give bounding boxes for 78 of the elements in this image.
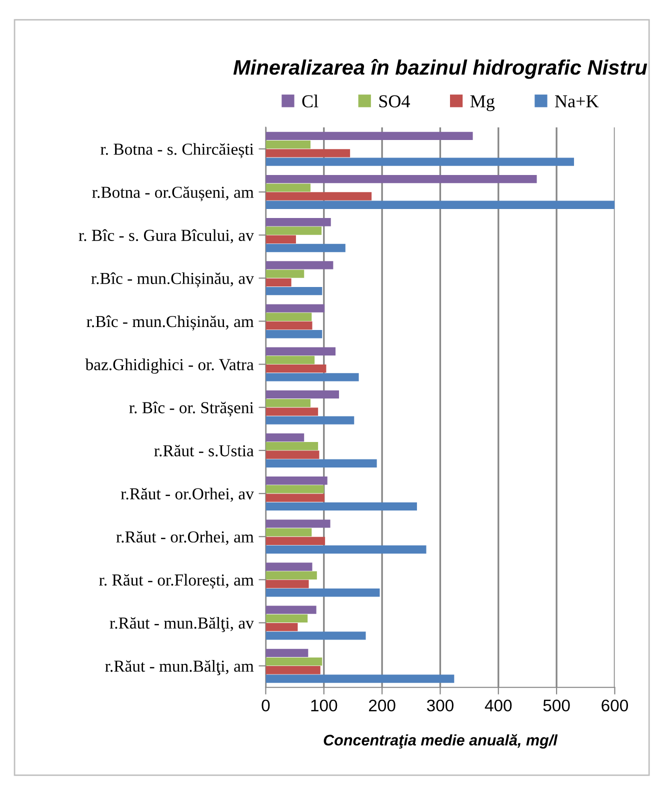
y-tick-label: r. Bîc - s. Gura Bîcului, av <box>78 229 254 244</box>
y-tick-label: r. Botna - s. Chircăiești <box>100 143 254 158</box>
bar <box>266 520 330 528</box>
bar <box>266 140 311 149</box>
legend-label: Na+K <box>555 95 599 108</box>
bar <box>266 373 359 382</box>
bar <box>266 622 298 632</box>
legend-label: Cl <box>302 94 318 108</box>
y-tick-label: r.Răut - or.Orhei, av <box>120 488 254 502</box>
bar <box>266 450 320 459</box>
bar <box>266 364 326 373</box>
bar <box>266 545 426 554</box>
x-tick-label: 200 <box>368 700 396 712</box>
bar <box>266 304 324 312</box>
bar <box>266 286 322 296</box>
bar <box>266 416 354 424</box>
bar <box>266 235 296 244</box>
bar <box>266 321 312 330</box>
bar <box>266 312 312 321</box>
legend-label: Mg <box>470 95 495 112</box>
y-tick-label: r.Răut - mun.Bălţi, av <box>110 616 254 632</box>
bar <box>266 580 309 588</box>
y-tick-label: r.Răut - or.Orhei, am <box>116 530 254 545</box>
bar <box>266 606 316 614</box>
bar <box>266 218 331 226</box>
y-tick-label: r.Bîc - mun.Chișinău, am <box>86 315 254 331</box>
bar <box>266 184 311 192</box>
bar <box>266 632 366 640</box>
bar <box>266 648 308 658</box>
bar <box>266 149 350 158</box>
x-tick-label: 300 <box>426 700 454 712</box>
y-tick-label: r. Bîc - or. Strășeni <box>129 402 254 417</box>
bar <box>266 571 317 580</box>
y-tick-label: r.Răut - s.Ustia <box>154 444 254 456</box>
bar <box>266 536 326 546</box>
y-tick-label: r.Botna - or.Căușeni, am <box>92 186 254 202</box>
x-tick-label: 500 <box>543 700 570 712</box>
bar <box>266 347 336 356</box>
bar <box>266 588 380 597</box>
bar <box>266 398 311 408</box>
bar <box>266 390 340 399</box>
bar <box>266 244 346 252</box>
bar <box>266 528 312 536</box>
legend-label: SO4 <box>379 95 410 108</box>
x-tick-label: 400 <box>484 700 512 712</box>
bar <box>266 174 537 184</box>
bar <box>266 494 324 502</box>
bar <box>266 442 318 450</box>
y-tick-label: r.Bîc - mun.Chișinău, av <box>91 272 254 288</box>
x-tick-label: 0 <box>262 700 270 712</box>
bar <box>266 132 473 140</box>
bar <box>266 614 308 623</box>
bar <box>266 158 574 166</box>
bar <box>266 330 322 338</box>
x-tick-label: 100 <box>311 700 338 712</box>
bar <box>266 459 377 468</box>
bar <box>266 666 320 674</box>
bar <box>266 674 454 683</box>
x-axis-title: Concentraţia medie anuală, mg/l <box>324 734 558 749</box>
bar <box>266 261 334 270</box>
bar <box>266 356 315 364</box>
bar <box>266 485 324 494</box>
bar <box>266 476 328 485</box>
bar <box>266 200 615 209</box>
bar <box>266 562 312 571</box>
bar <box>266 408 318 416</box>
bar <box>266 192 372 200</box>
y-tick-label: baz.Ghidighici - or. Vatra <box>85 358 254 374</box>
y-tick-label: r.Răut - mun.Bălţi, am <box>105 660 254 676</box>
chart-title: Mineralizarea în bazinul hidrografic Nistru <box>233 59 648 79</box>
bar <box>266 657 322 666</box>
bar <box>266 502 417 511</box>
bar <box>266 278 292 287</box>
x-tick-label: 600 <box>602 700 628 712</box>
bar <box>266 433 304 442</box>
y-tick-label: r. Răut - or.Florești, am <box>99 574 254 590</box>
bar <box>266 226 322 235</box>
bar <box>266 270 304 278</box>
